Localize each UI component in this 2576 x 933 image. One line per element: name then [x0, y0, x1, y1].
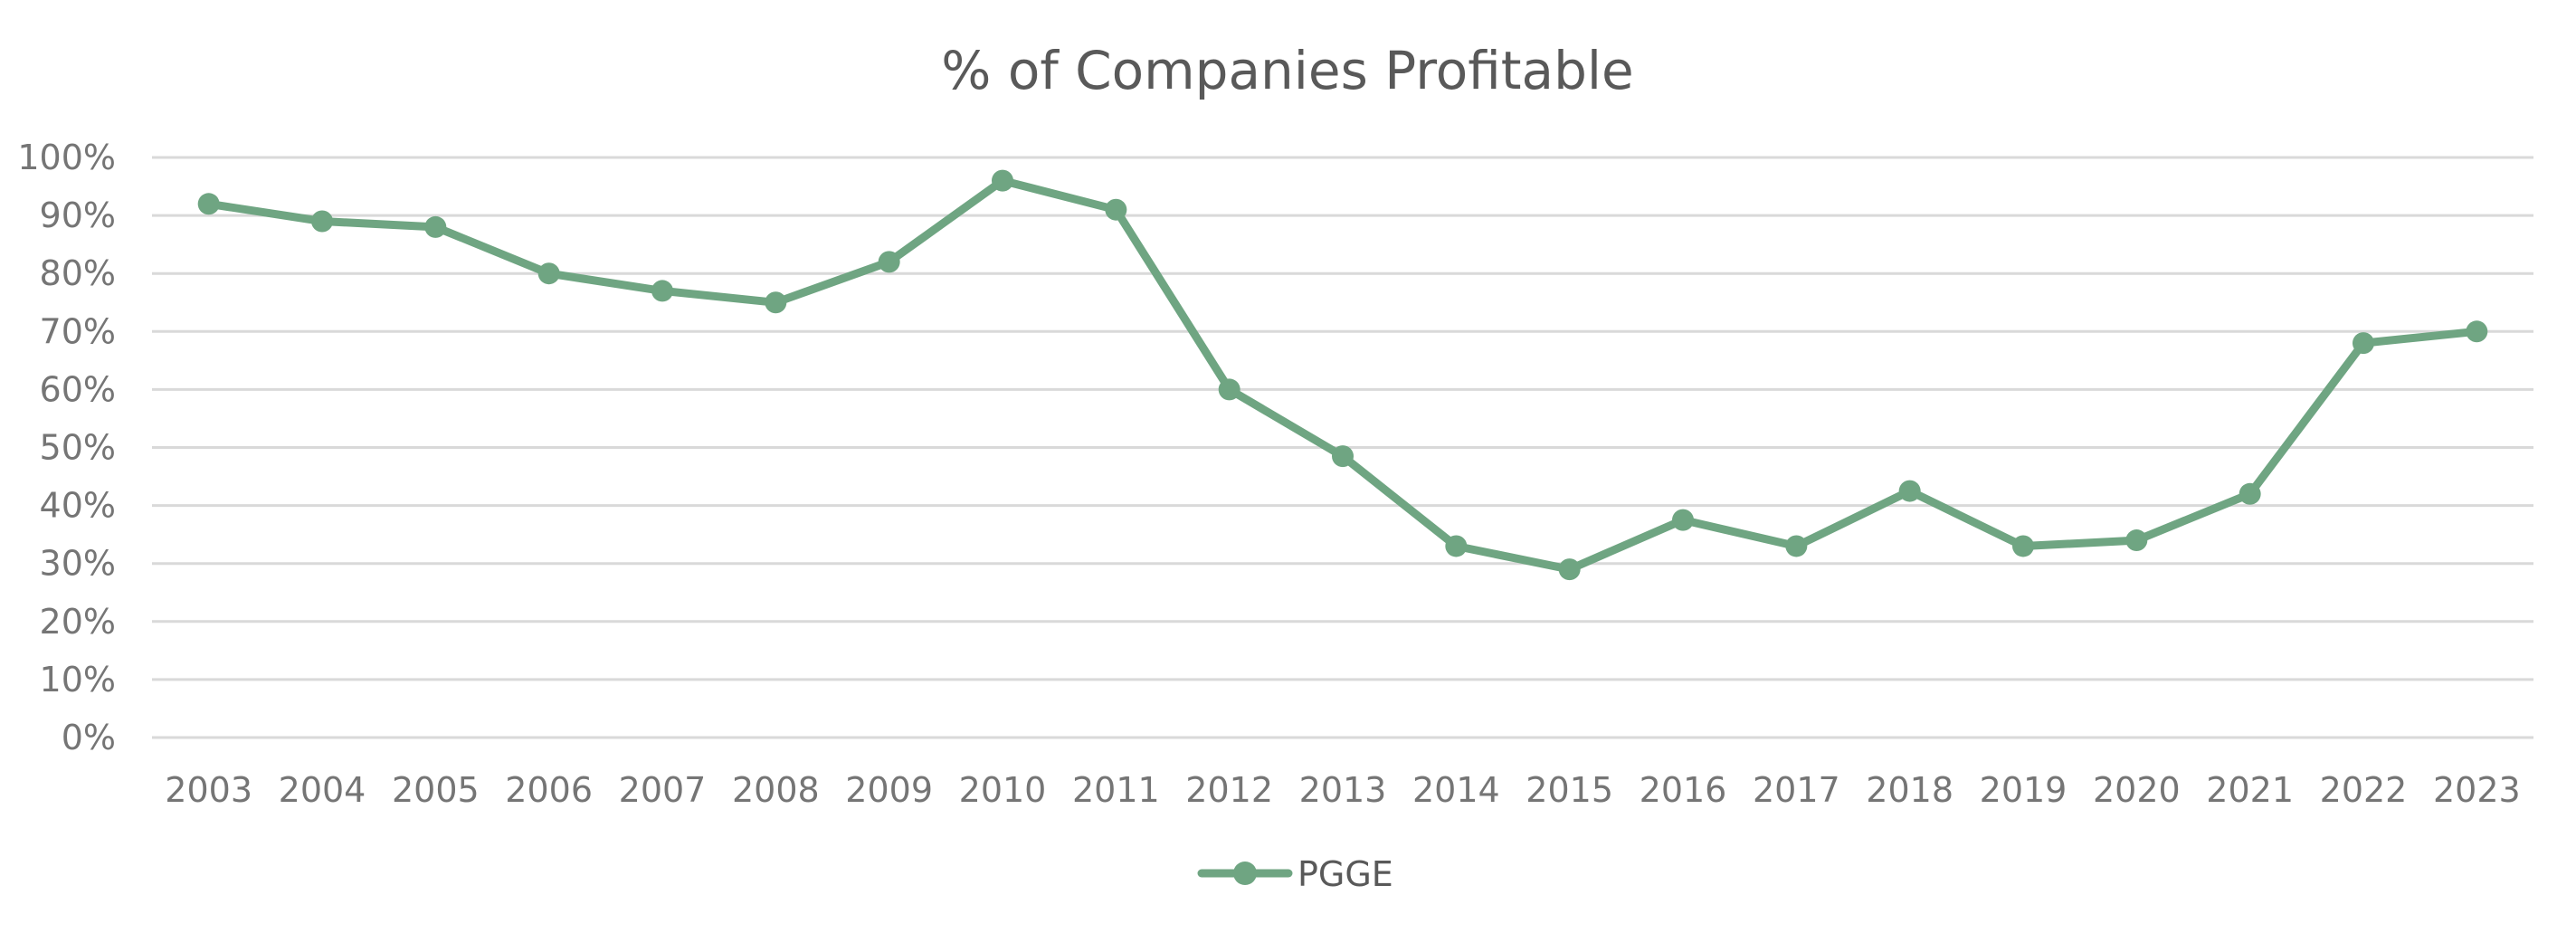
y-tick-label: 0% [62, 718, 116, 757]
data-point [992, 169, 1013, 192]
x-tick-label: 2005 [392, 770, 480, 810]
data-point [197, 193, 220, 215]
x-tick-label: 2021 [2206, 770, 2294, 810]
data-point [1105, 198, 1127, 221]
data-point [2239, 482, 2261, 505]
data-point [1898, 480, 1921, 502]
x-tick-label: 2004 [279, 770, 366, 810]
x-tick-label: 2022 [2320, 770, 2408, 810]
y-tick-label: 50% [40, 428, 116, 468]
x-axis-tick-labels: 2003 2004 2005 2006 2007 2008 2009 2010 2011 2012… [165, 770, 2520, 810]
data-point [651, 280, 673, 302]
data-point [2125, 529, 2148, 552]
x-tick-label: 2020 [2093, 770, 2181, 810]
x-tick-label: 2012 [1185, 770, 1273, 810]
y-tick-label: 80% [40, 253, 116, 293]
series-line [204, 176, 2481, 574]
x-tick-label: 2015 [1526, 770, 1613, 810]
legend-label-pgge: PGGE [1298, 854, 1393, 894]
data-point [1558, 558, 1581, 581]
y-tick-label: 20% [40, 602, 116, 642]
x-tick-label: 2014 [1412, 770, 1500, 810]
y-tick-label: 60% [40, 369, 116, 409]
x-tick-label: 2006 [505, 770, 593, 810]
y-tick-label: 30% [40, 544, 116, 584]
x-tick-label: 2008 [732, 770, 820, 810]
data-point [2466, 320, 2488, 343]
y-tick-label: 100% [17, 138, 116, 177]
chart-title: % of Companies Profitable [941, 40, 1633, 101]
x-tick-label: 2016 [1640, 770, 1727, 810]
x-tick-label: 2003 [165, 770, 252, 810]
x-tick-label: 2018 [1866, 770, 1953, 810]
data-point [537, 262, 560, 285]
data-point [878, 251, 900, 273]
data-point [1672, 509, 1694, 531]
data-point [311, 210, 333, 233]
y-tick-label: 40% [40, 486, 116, 526]
x-tick-label: 2017 [1753, 770, 1840, 810]
y-tick-label: 10% [40, 660, 116, 700]
x-tick-label: 2009 [845, 770, 933, 810]
data-point [1785, 535, 1808, 557]
legend: PGGE [1197, 854, 1393, 894]
data-point [2353, 332, 2374, 355]
x-tick-label: 2011 [1072, 770, 1160, 810]
x-tick-label: 2023 [2433, 770, 2521, 810]
y-tick-label: 90% [40, 195, 116, 235]
x-tick-label: 2007 [619, 770, 707, 810]
data-point [1218, 378, 1240, 401]
data-point [424, 215, 447, 238]
x-tick-label: 2013 [1299, 770, 1387, 810]
data-point [1445, 535, 1468, 557]
data-point [765, 291, 787, 314]
data-point [1332, 445, 1354, 468]
x-tick-label: 2019 [1980, 770, 2067, 810]
y-tick-label: 70% [40, 311, 116, 351]
x-tick-label: 2010 [959, 770, 1047, 810]
data-point [2012, 535, 2034, 557]
y-axis-tick-labels: 0% 10% 20% 30% 40% 50% 60% 70% 80% 90% 100% [17, 138, 116, 757]
series-pgge [197, 169, 2488, 581]
legend-marker [1233, 862, 1257, 885]
